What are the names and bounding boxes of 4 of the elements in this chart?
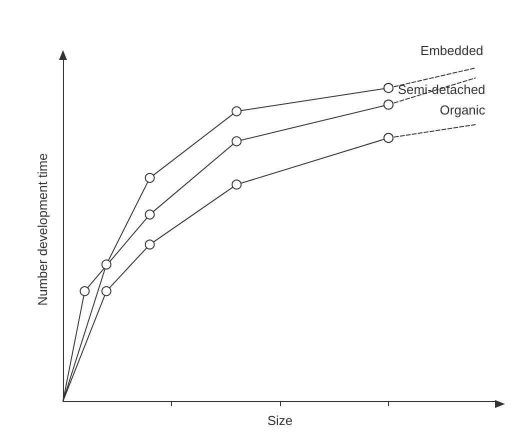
y-axis-title: Number development time <box>35 153 50 306</box>
series-label: Organic <box>440 102 486 118</box>
x-axis-title: Size <box>267 413 293 428</box>
series-label: Embedded <box>420 42 484 58</box>
